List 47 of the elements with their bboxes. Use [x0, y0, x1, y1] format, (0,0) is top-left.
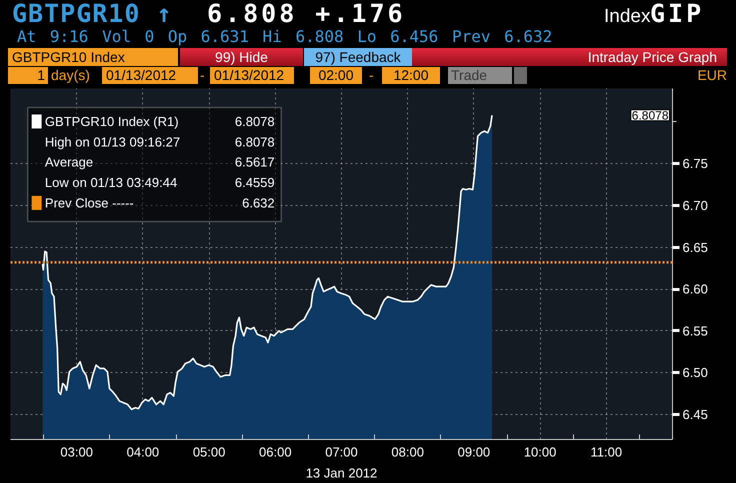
y-tick-label: 6.60	[682, 282, 708, 297]
legend-label: Prev Close -----	[44, 195, 134, 210]
x-tick-label: 04:00	[126, 444, 160, 460]
y-tick-label: 6.65	[682, 240, 708, 255]
x-axis-title: 13 Jan 2012	[306, 466, 378, 480]
x-tick-label: 09:00	[458, 444, 490, 460]
text: GIP	[650, 0, 704, 28]
annotation: 6.4559	[234, 175, 275, 190]
y-tick-label: 6.50	[682, 365, 708, 380]
annotation: High on 01/13 09:16:27	[44, 134, 180, 150]
text: 01/13/2012	[102, 67, 198, 84]
text: 1	[8, 67, 48, 84]
x-tick-label: 07:00	[325, 444, 358, 460]
text: 99) Hide	[180, 48, 303, 66]
text: 12:00	[382, 67, 440, 84]
x-tick-label: 10:00	[524, 444, 556, 460]
text: 01/13/2012	[210, 67, 294, 84]
chart-title: GBTPGR10 ↑	[12, 0, 173, 28]
x-tick-label: 06:00	[259, 444, 292, 460]
y-tick-label: 6.45	[682, 406, 708, 422]
y-tick-label: 6.75	[682, 156, 708, 172]
chart-subtitle: At 9:16 Vol 0 Op 6.631 Hi 6.808 Lo 6.456 Prev 6.632	[17, 27, 552, 47]
x-tick-label: 05:00	[192, 444, 226, 460]
annotation: Average	[44, 154, 94, 170]
text: Index	[604, 5, 650, 29]
x-tick-label: 03:00	[60, 444, 93, 460]
y-tick-label: 6.55	[682, 323, 708, 338]
text: EUR	[696, 67, 727, 84]
text: GBTPGR10 Index	[8, 48, 178, 66]
text: day(s)	[51, 67, 90, 84]
annotation: 6.8078	[234, 114, 275, 129]
annotation: 6.5617	[234, 154, 275, 170]
y-tick-label: 6.70	[682, 198, 708, 213]
text: -	[200, 67, 205, 84]
annotation: 6.8078	[632, 108, 669, 123]
annotation: Low on 01/13 03:49:44	[44, 175, 178, 190]
x-tick-label: 08:00	[391, 444, 424, 460]
x-tick-label: 11:00	[590, 444, 622, 460]
text: 02:00	[310, 67, 362, 84]
legend-label: GBTPGR10 Index (R1)	[44, 114, 179, 129]
text: -	[369, 67, 374, 84]
text: Trade	[448, 67, 512, 84]
annotation: 6.8078	[234, 134, 275, 150]
text: 6.808 +.176	[207, 0, 406, 28]
text: Intraday Price Graph	[412, 48, 727, 66]
text: 97) Feedback	[304, 48, 412, 66]
annotation: 6.632	[242, 195, 275, 210]
